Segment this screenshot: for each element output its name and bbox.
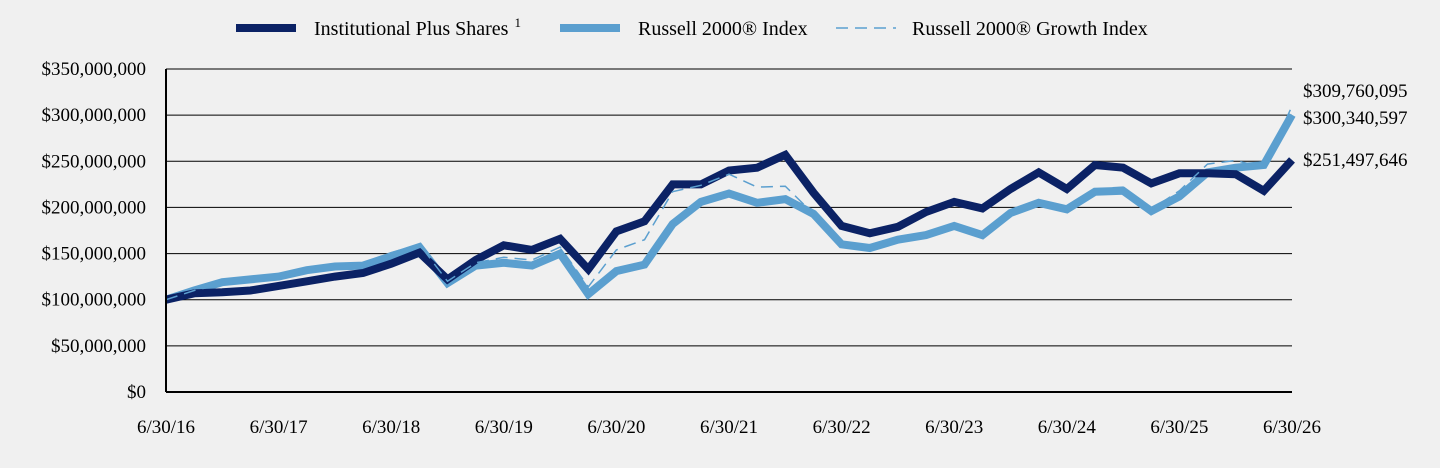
x-tick-label: 6/30/21 xyxy=(700,417,758,438)
series-line-russell-2000-index xyxy=(164,112,1296,304)
series-lines xyxy=(164,105,1296,304)
x-tick-label: 6/30/25 xyxy=(1150,417,1208,438)
series-line-russell-2000-growth-index xyxy=(165,105,1293,301)
end-label-russell-2000-index: $300,340,597 xyxy=(1303,108,1408,129)
axes xyxy=(165,69,1292,393)
y-axis-tick-labels: $0 $50,000,000 $100,000,000 $150,000,000 $20… xyxy=(42,59,147,403)
legend-label-institutional-plus: Institutional Plus Shares 1 xyxy=(314,15,521,40)
legend-label-russell-2000-growth: Russell 2000® Growth Index xyxy=(912,18,1148,40)
legend-label-russell-2000: Russell 2000® Index xyxy=(638,18,808,40)
legend-footnote-marker: 1 xyxy=(514,15,521,30)
x-tick-label: 6/30/24 xyxy=(1038,417,1097,438)
y-tick-label: $150,000,000 xyxy=(42,244,147,265)
gridlines xyxy=(166,68,1292,347)
y-tick-label: $50,000,000 xyxy=(51,336,146,357)
x-tick-label: 6/30/20 xyxy=(587,417,645,438)
y-tick-label: $250,000,000 xyxy=(42,151,147,172)
y-tick-label: $300,000,000 xyxy=(42,105,147,126)
series-line-institutional-plus-shares xyxy=(165,149,1295,304)
x-tick-label: 6/30/22 xyxy=(813,417,871,438)
end-label-russell-2000-growth-index: $309,760,095 xyxy=(1303,81,1408,102)
x-axis-tick-labels: 6/30/16 6/30/17 6/30/18 6/30/19 6/30/20 6/30/… xyxy=(137,417,1321,438)
x-tick-label: 6/30/18 xyxy=(362,417,420,438)
x-tick-label: 6/30/17 xyxy=(250,417,308,438)
end-value-labels: $309,760,095 $300,340,597 $251,497,646 xyxy=(1303,81,1408,171)
y-tick-label: $0 xyxy=(127,382,146,403)
y-tick-label: $200,000,000 xyxy=(42,197,147,218)
x-tick-label: 6/30/26 xyxy=(1263,417,1321,438)
end-label-institutional-plus-shares: $251,497,646 xyxy=(1303,150,1408,171)
x-tick-label: 6/30/16 xyxy=(137,417,195,438)
y-tick-label: $100,000,000 xyxy=(42,290,147,311)
x-tick-label: 6/30/19 xyxy=(475,417,533,438)
legend: Institutional Plus Shares 1 Russell 2000®… xyxy=(236,15,1148,40)
y-tick-label: $350,000,000 xyxy=(42,59,147,80)
x-tick-label: 6/30/23 xyxy=(925,417,983,438)
